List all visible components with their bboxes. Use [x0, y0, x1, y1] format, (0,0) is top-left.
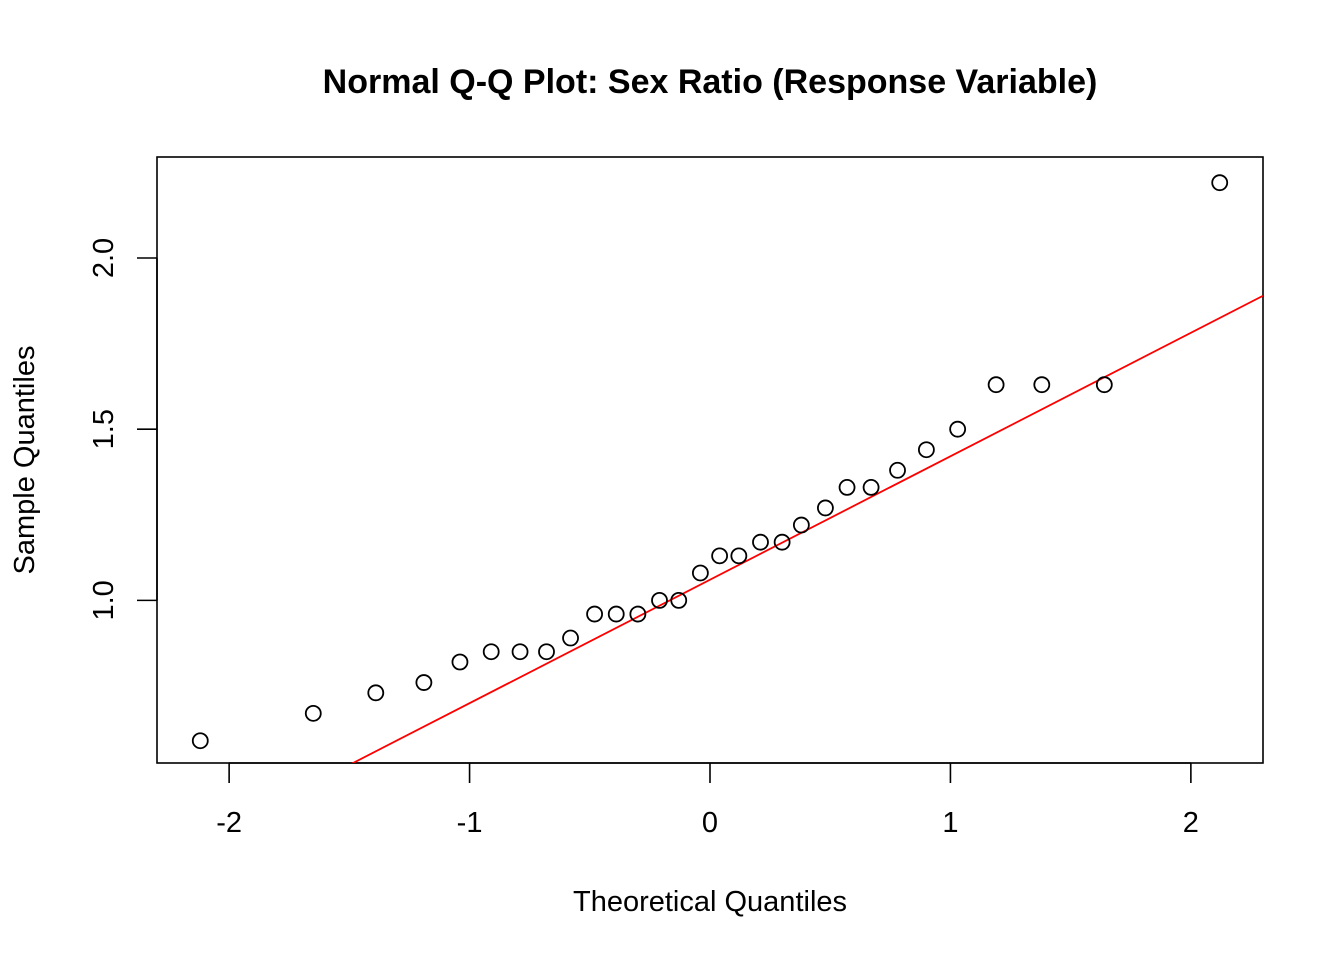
x-tick-label: 2: [1183, 807, 1199, 839]
data-point: [482, 643, 500, 661]
data-point: [651, 591, 668, 609]
data-point: [711, 547, 729, 565]
data-point: [367, 684, 385, 702]
data-point: [792, 516, 810, 534]
x-axis: -2 -1 0 1 2: [216, 762, 1199, 839]
data-point: [670, 591, 688, 609]
data-point: [752, 533, 769, 551]
x-tick-label: -2: [216, 807, 242, 839]
data-point: [538, 643, 555, 661]
points-group: [191, 174, 1229, 750]
data-point: [629, 605, 647, 623]
data-point: [1095, 376, 1113, 394]
y-axis: 1.0 1.5 2.0: [88, 238, 158, 621]
data-point: [607, 605, 625, 623]
data-point: [304, 704, 322, 722]
data-point: [949, 420, 967, 438]
reference-line-group: [351, 294, 1263, 763]
x-tick-label: 1: [942, 807, 958, 839]
y-tick-label: 1.5: [88, 409, 120, 449]
data-point: [917, 441, 935, 459]
data-point: [691, 564, 709, 582]
data-point: [191, 732, 209, 750]
y-tick-label: 1.0: [88, 580, 120, 620]
data-point: [730, 547, 748, 565]
qq-reference-line: [351, 294, 1263, 763]
y-tick-label: 2.0: [88, 238, 120, 278]
data-point: [415, 674, 433, 691]
data-point: [451, 653, 469, 671]
data-point: [511, 643, 529, 661]
data-point: [862, 478, 880, 496]
x-tick-label: -1: [457, 807, 483, 839]
data-point: [838, 478, 856, 496]
data-point: [817, 499, 834, 517]
chart-title: Normal Q-Q Plot: Sex Ratio (Response Var…: [323, 63, 1098, 101]
plot-frame: [156, 156, 1264, 764]
data-point: [987, 376, 1005, 394]
data-point: [773, 533, 791, 551]
data-point: [1211, 174, 1229, 192]
data-point: [562, 629, 579, 647]
data-point: [889, 461, 906, 479]
data-point: [1033, 376, 1051, 394]
x-axis-label: Theoretical Quantiles: [573, 886, 847, 918]
y-axis-label: Sample Quantiles: [9, 346, 41, 575]
x-tick-label: 0: [702, 807, 718, 839]
data-point: [586, 605, 603, 623]
